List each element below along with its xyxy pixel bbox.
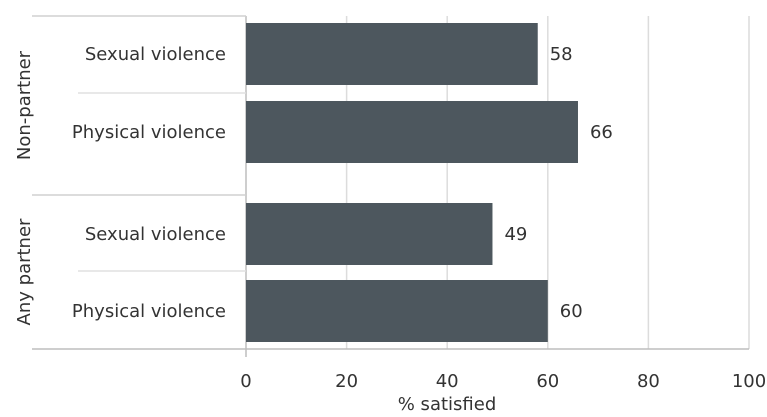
value-label-1-0: 49	[504, 224, 527, 245]
x-tick-label-0: 0	[240, 371, 251, 392]
value-label-0-0: 58	[550, 44, 573, 65]
bars	[246, 23, 578, 342]
bar-1-1	[246, 280, 548, 342]
category-label-0-0: Sexual violence	[85, 44, 226, 65]
category-label-1-0: Sexual violence	[85, 224, 226, 245]
x-tick-label-40: 40	[436, 371, 459, 392]
group-label-1: Any partner	[14, 218, 35, 325]
x-tick-label-20: 20	[335, 371, 358, 392]
value-label-0-1: 66	[590, 122, 613, 143]
x-tick-label-100: 100	[732, 371, 766, 392]
labels: 0 20 40 60 80 100 Non-partner Sexual violence 58…	[14, 44, 766, 392]
axis-structure	[32, 15, 749, 350]
x-tick-label-80: 80	[637, 371, 660, 392]
value-label-1-1: 60	[560, 301, 583, 322]
bar-1-0	[246, 203, 493, 265]
x-axis-title: % satisfied	[398, 394, 497, 415]
bar-0-1	[246, 101, 578, 163]
category-label-0-1: Physical violence	[72, 122, 226, 143]
bar-0-0	[246, 23, 538, 85]
category-label-1-1: Physical violence	[72, 301, 226, 322]
x-tick-label-60: 60	[536, 371, 559, 392]
group-label-0: Non-partner	[14, 50, 35, 160]
